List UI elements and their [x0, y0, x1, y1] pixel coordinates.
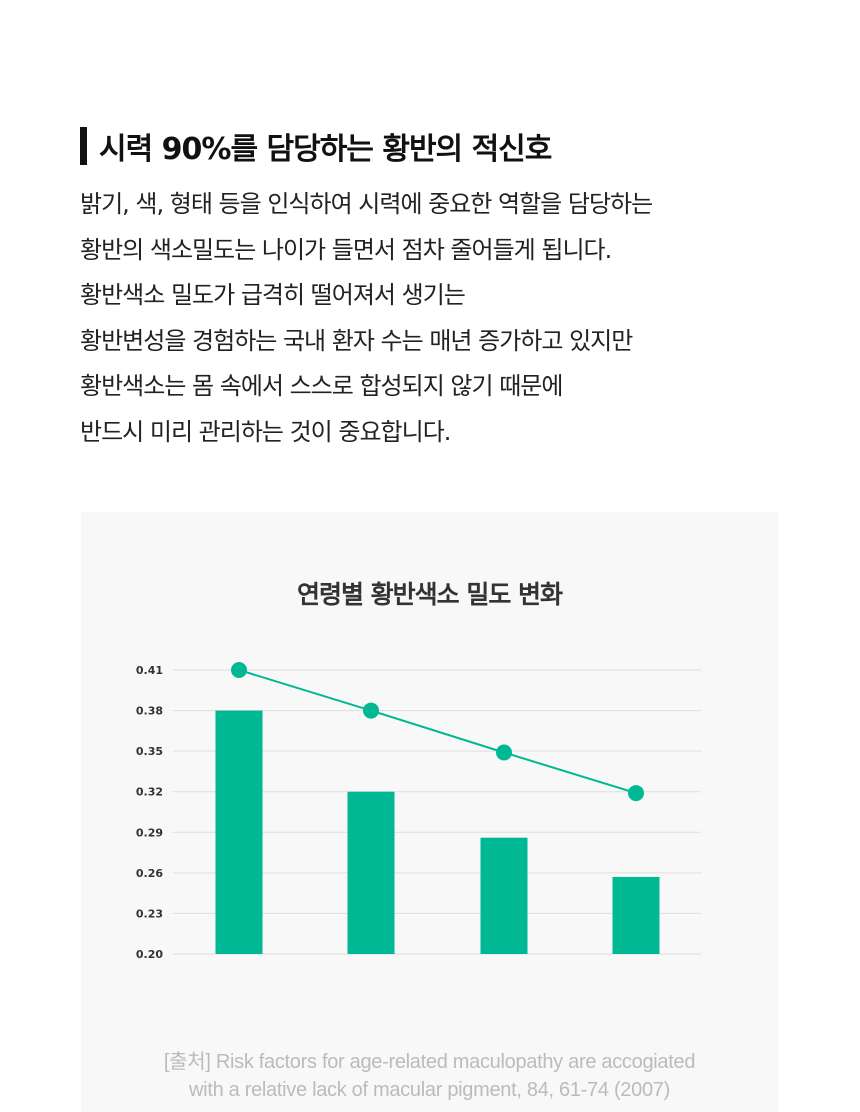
description-line: 황반변성을 경험하는 국내 환자 수는 매년 증가하고 있지만	[80, 326, 633, 355]
bar	[480, 837, 528, 954]
trend-point	[496, 744, 512, 761]
source-citation: [출처] Risk factors for age-related maculo…	[81, 1048, 778, 1104]
trend-line	[238, 669, 637, 795]
y-tick-label: 0.41	[136, 664, 163, 677]
y-tick-label: 0.38	[136, 705, 163, 718]
description-line: 황반색소 밀도가 급격히 떨어져서 생기는	[80, 281, 466, 310]
bar	[612, 876, 660, 954]
description-line: 반드시 미리 관리하는 것이 중요합니다.	[80, 417, 451, 446]
chart-panel: 연령별 황반색소 밀도 변화 0.20 0.23 0.26 0.29 0.32 0.35 0…	[81, 512, 778, 1112]
y-tick-label: 0.32	[136, 786, 163, 799]
page-title: 시력 90%를 담당하는 황반의 적신호	[99, 132, 552, 167]
description: 밝기, 색, 형태 등을 인식하여 시력에 중요한 역할을 담당하는 황반의 색…	[80, 182, 800, 456]
chart-svg: 0.20 0.23 0.26 0.29 0.32 0.35 0.38 0.41	[136, 662, 701, 961]
description-line: 황반색소는 몸 속에서 스스로 합성되지 않기 때문에	[80, 372, 563, 401]
bar	[347, 791, 395, 954]
y-tick-label: 0.20	[136, 948, 163, 961]
section-heading: 시력 90%를 담당하는 황반의 적신호	[80, 124, 552, 168]
y-tick-label: 0.29	[136, 826, 163, 839]
y-tick-label: 0.23	[136, 907, 163, 920]
chart-title: 연령별 황반색소 밀도 변화	[296, 580, 563, 609]
y-tick-label: 0.35	[136, 745, 163, 758]
trend-point	[231, 662, 247, 678]
y-tick-label: 0.26	[136, 867, 163, 880]
source-line-1: [출처] Risk factors for age-related maculo…	[163, 1051, 696, 1073]
source-line-2: with a relative lack of macular pigment,…	[189, 1079, 670, 1101]
trend-point	[363, 702, 379, 719]
bar	[215, 710, 263, 954]
description-line: 황반의 색소밀도는 나이가 들면서 점차 줄어들게 됩니다.	[80, 235, 612, 264]
trend-point	[628, 785, 644, 802]
description-line: 밝기, 색, 형태 등을 인식하여 시력에 중요한 역할을 담당하는	[80, 190, 653, 218]
title-accent-bar	[80, 127, 87, 165]
